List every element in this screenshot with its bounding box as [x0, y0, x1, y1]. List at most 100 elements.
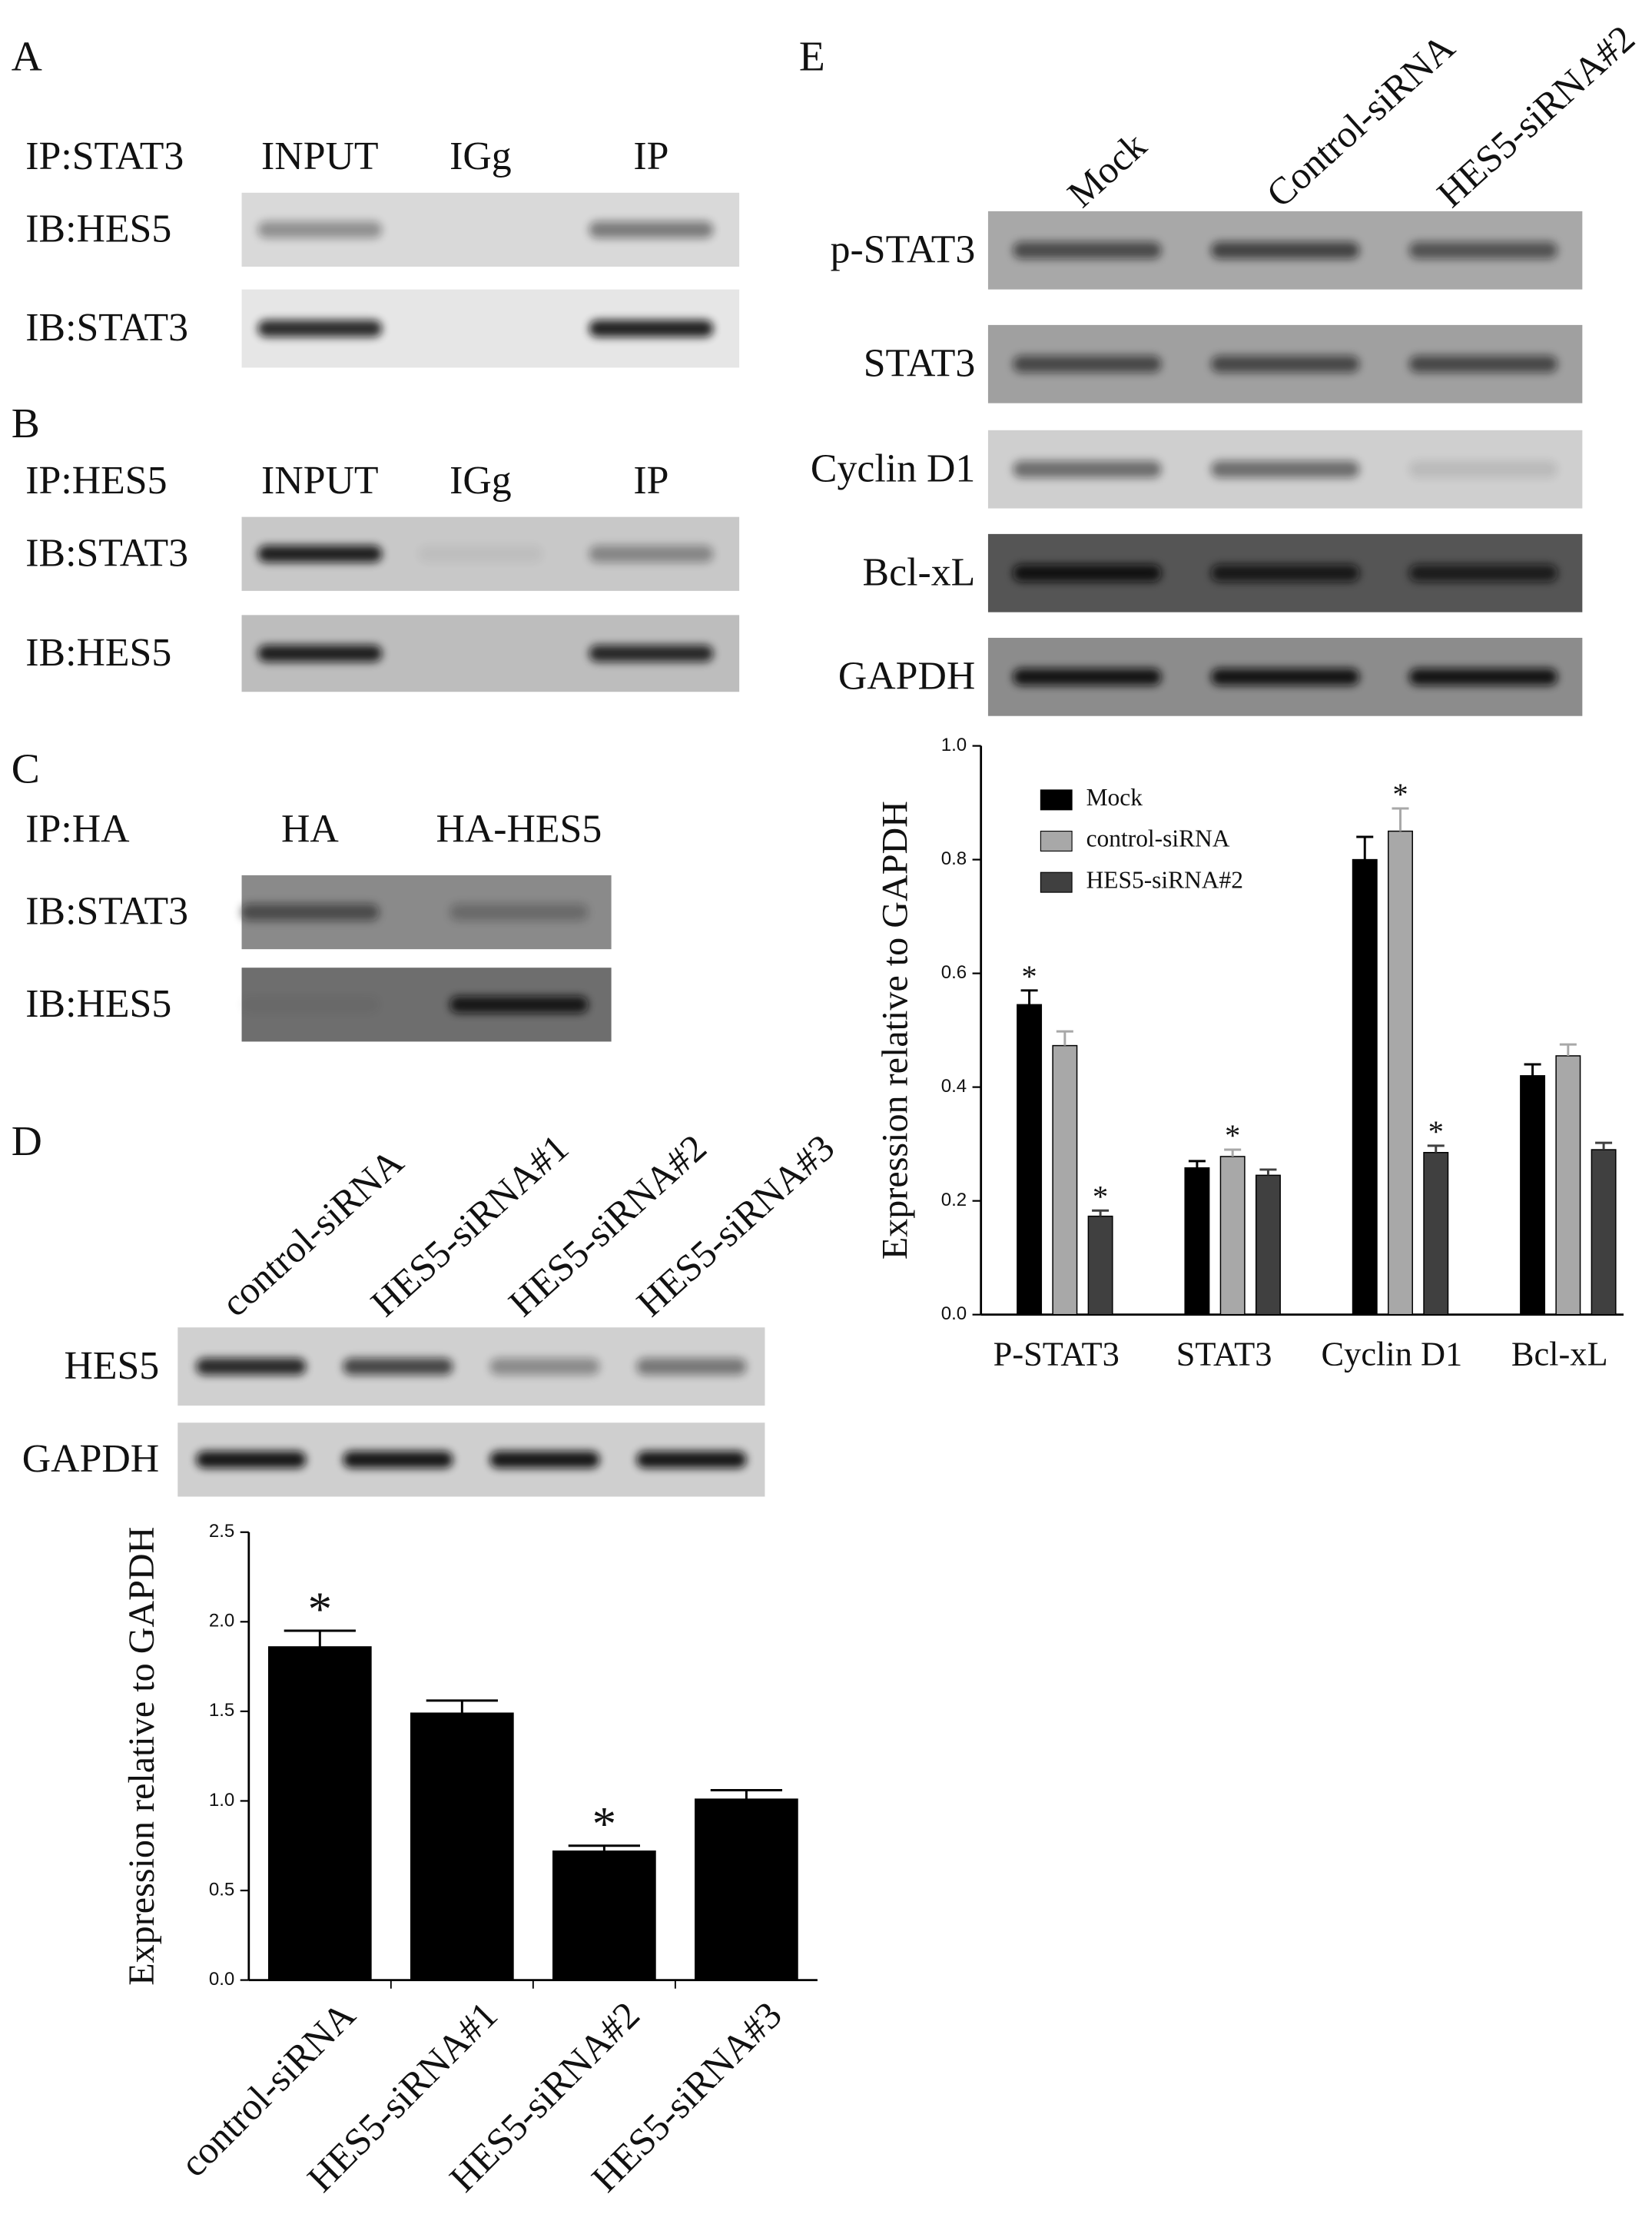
band [1210, 668, 1360, 685]
panel-letter: A [12, 33, 42, 80]
y-tick-label: 2.0 [209, 1611, 234, 1631]
y-tick-label: 0.0 [209, 1969, 234, 1990]
row-label: Cyclin D1 [811, 446, 975, 490]
band [1210, 460, 1360, 478]
y-tick-label: 1.5 [209, 1700, 234, 1721]
y-tick-label: 0.4 [941, 1076, 967, 1097]
legend-swatch [1040, 871, 1073, 893]
band [1013, 460, 1162, 478]
x-tick-label: STAT3 [1176, 1334, 1272, 1373]
bar [1520, 1075, 1546, 1316]
significance-star: * [1392, 777, 1408, 812]
band [1210, 355, 1360, 373]
panel-letter: E [799, 33, 825, 80]
band [257, 221, 383, 239]
band [1408, 241, 1558, 259]
lane-label: IGg [449, 134, 512, 178]
y-tick-label: 0.5 [209, 1879, 234, 1900]
row-label: GAPDH [838, 654, 975, 698]
y-axis-label: Expression relative to GAPDH [874, 801, 915, 1260]
y-tick-label: 0.8 [941, 848, 967, 869]
bar [1184, 1167, 1210, 1316]
row-label: IB:HES5 [25, 982, 171, 1026]
row-label: IB:STAT3 [25, 531, 188, 575]
legend-label: Mock [1086, 784, 1143, 811]
band [589, 320, 714, 337]
band [1408, 564, 1558, 582]
bar [1352, 858, 1378, 1316]
significance-star: * [1428, 1114, 1444, 1149]
band [241, 903, 380, 921]
significance-star: * [592, 1797, 616, 1851]
row-label: Bcl-xL [863, 550, 976, 594]
band [1408, 668, 1558, 685]
band [1210, 241, 1360, 259]
lane-label: HES5-siRNA#2 [1428, 17, 1643, 216]
band [257, 320, 383, 337]
row-label: STAT3 [864, 341, 976, 385]
band [1013, 241, 1162, 259]
band [489, 1451, 600, 1469]
x-tick-label: Bcl-xL [1511, 1334, 1608, 1373]
y-tick-label: 1.0 [209, 1790, 234, 1811]
lane-label: HA-HES5 [436, 807, 602, 851]
band [196, 1358, 307, 1376]
band [1013, 355, 1162, 373]
band [1210, 564, 1360, 582]
legend-swatch [1040, 831, 1073, 852]
ip-label: IP:HES5 [25, 459, 167, 503]
legend-label: HES5-siRNA#2 [1086, 866, 1243, 893]
y-axis-label: Expression relative to GAPDH [121, 1527, 162, 1986]
bar [1555, 1055, 1581, 1316]
band [449, 996, 589, 1014]
row-label: HES5 [64, 1344, 159, 1388]
band [1013, 564, 1162, 582]
band [241, 996, 380, 1014]
significance-star: * [308, 1582, 332, 1635]
lane-label: INPUT [261, 134, 379, 178]
y-tick-label: 2.5 [209, 1521, 234, 1542]
band [343, 1451, 453, 1469]
significance-star: * [1021, 959, 1037, 994]
panel-letter: C [12, 745, 40, 792]
y-tick-label: 0.6 [941, 962, 967, 983]
significance-star: * [1225, 1118, 1240, 1153]
significance-star: * [1093, 1179, 1108, 1213]
band [589, 545, 714, 563]
panel-letter: D [12, 1118, 42, 1165]
panel-letter: B [12, 400, 40, 447]
band [636, 1451, 747, 1469]
ip-label: IP:STAT3 [25, 134, 184, 178]
band [1408, 355, 1558, 373]
row-label: IB:HES5 [25, 207, 171, 251]
x-tick-label: P-STAT3 [994, 1334, 1120, 1373]
lane-label: INPUT [261, 459, 379, 503]
band [257, 645, 383, 662]
bar [1388, 830, 1413, 1316]
lane-label: HA [281, 807, 339, 851]
legend-swatch [1040, 789, 1073, 811]
band [418, 545, 543, 563]
x-tick-label: Cyclin D1 [1322, 1334, 1463, 1373]
bar [267, 1646, 372, 1981]
band [196, 1451, 307, 1469]
lane-label: IP [633, 134, 668, 178]
bar [1052, 1044, 1078, 1316]
y-tick-label: 0.0 [941, 1303, 967, 1324]
y-tick-label: 0.2 [941, 1190, 967, 1210]
band [589, 645, 714, 662]
bar [1017, 1004, 1043, 1316]
bar [1591, 1149, 1617, 1316]
row-label: p-STAT3 [831, 227, 976, 271]
band [343, 1358, 453, 1376]
bar [695, 1798, 798, 1981]
row-label: IB:STAT3 [25, 890, 188, 934]
bar [552, 1850, 656, 1981]
lane-label: IP [633, 459, 668, 503]
band [489, 1358, 600, 1376]
band [1013, 668, 1162, 685]
row-label: GAPDH [22, 1437, 159, 1481]
lane-label: Mock [1059, 124, 1154, 216]
